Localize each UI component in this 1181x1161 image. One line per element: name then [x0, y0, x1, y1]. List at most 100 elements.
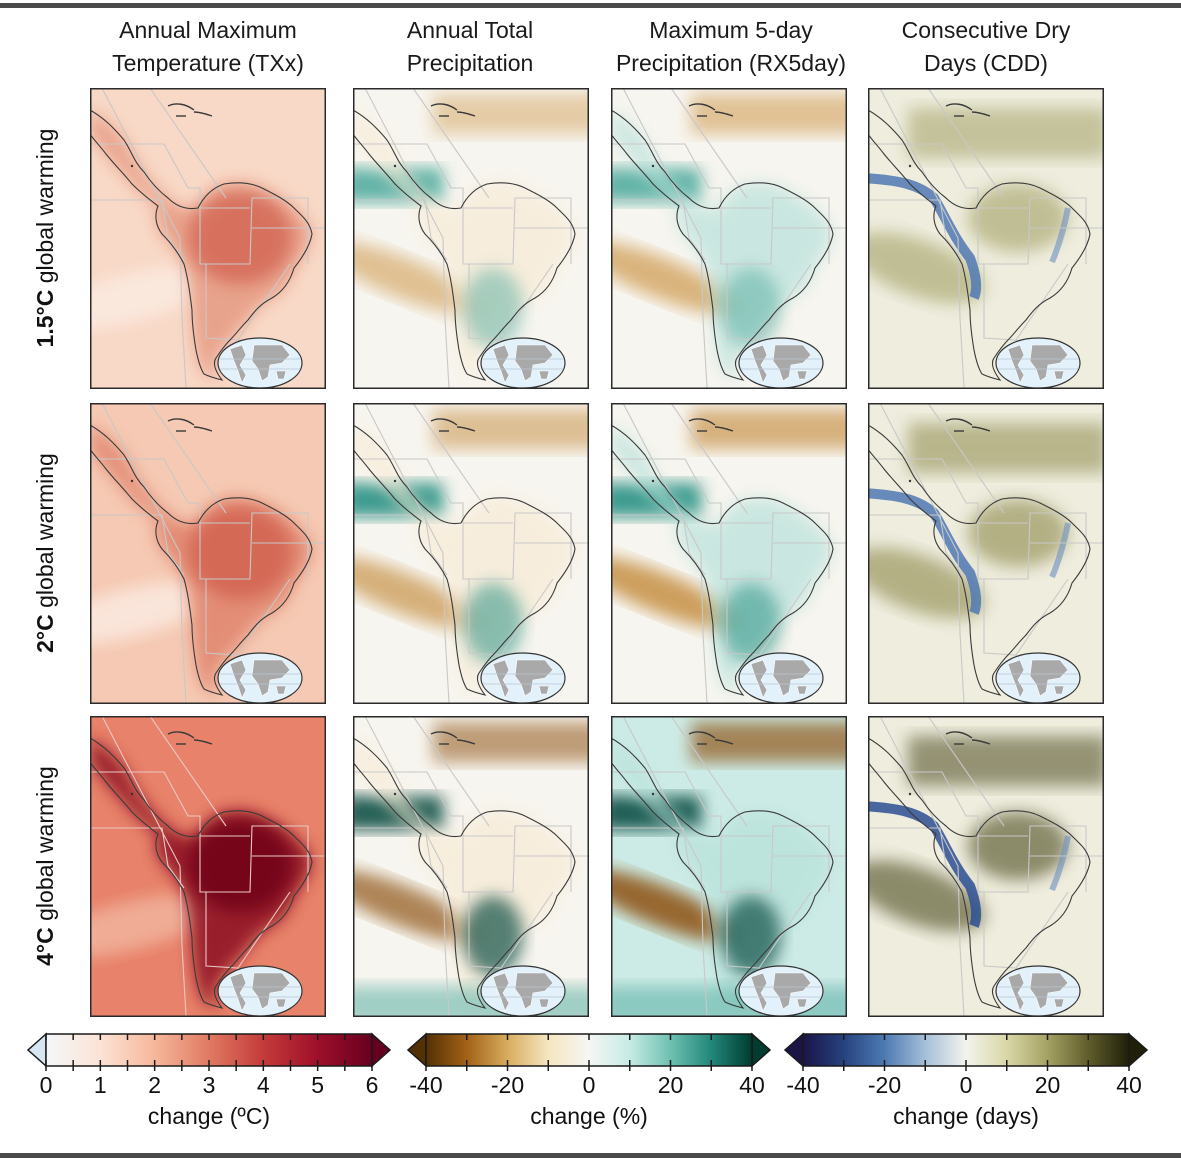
wet-coast-band	[1049, 835, 1071, 892]
map-panel-svg	[611, 88, 847, 389]
wetting-southeast	[721, 268, 781, 348]
row-label-2c: 2°C global warming	[28, 403, 62, 703]
colorbar-tick-label: -20	[867, 1072, 902, 1098]
row-label-text: global warming	[32, 128, 58, 290]
colorbar-tick-label: 0	[582, 1072, 596, 1098]
region-boundary	[927, 403, 1005, 514]
inset-latitude-lines	[998, 358, 1078, 370]
caribbean-islands	[714, 426, 734, 432]
drying-band-north	[691, 722, 847, 762]
caribbean-islands	[430, 731, 458, 739]
caribbean-islands	[688, 418, 716, 426]
region-boundary	[468, 891, 554, 969]
land-field	[353, 738, 575, 1008]
inset-latitude-lines	[220, 358, 300, 370]
row-label-bold: 2°C	[32, 614, 58, 653]
world-inset-icon	[480, 337, 566, 389]
coastline	[90, 737, 313, 1009]
row-label-text: global warming	[32, 453, 58, 615]
inset-continents	[492, 972, 554, 1012]
drying-band-subtropical	[611, 241, 741, 315]
world-inset-icon	[738, 337, 824, 389]
drying-band-north	[433, 722, 589, 762]
coastline	[868, 109, 1091, 381]
caribbean-islands	[688, 731, 716, 739]
colorbar-over-arrow	[751, 1032, 772, 1068]
coastline	[353, 424, 576, 696]
coastline	[353, 737, 576, 1009]
region-boundary	[726, 578, 812, 656]
panel-frame	[611, 716, 847, 1017]
map-panel-svg	[90, 716, 326, 1017]
wet-andes-band	[868, 173, 982, 300]
galapagos-island	[651, 479, 655, 483]
region-boundary	[670, 403, 748, 514]
region-boundary	[353, 827, 448, 889]
region-boundary	[983, 891, 1069, 969]
region-boundary	[927, 88, 1005, 199]
region-boundary	[868, 827, 963, 889]
wet-andes-band	[868, 801, 982, 928]
panel-frame	[868, 716, 1104, 1017]
map-panel	[353, 88, 589, 389]
region-boundary	[879, 88, 965, 389]
land-field	[353, 110, 575, 380]
wetting-southeast	[463, 583, 523, 663]
map-panel	[90, 716, 326, 1017]
caribbean-islands	[971, 111, 991, 117]
region-boundary	[611, 514, 706, 576]
dry-band-north	[908, 423, 1104, 473]
galapagos-island	[393, 164, 397, 168]
land-field	[353, 425, 575, 695]
caribbean-islands	[193, 739, 213, 745]
region-boundary	[412, 403, 490, 514]
region-boundary	[90, 143, 309, 265]
region-boundary	[670, 716, 748, 827]
coastline	[611, 424, 834, 696]
caribbean-islands	[456, 111, 476, 117]
dry-band-subtropical	[868, 860, 985, 932]
drying-band-north	[691, 94, 847, 134]
colorbar-over-arrow	[371, 1032, 392, 1068]
inset-latitude-lines	[220, 986, 300, 998]
dry-band-north	[908, 108, 1104, 158]
region-boundary	[101, 716, 187, 1017]
colorbar-tick-label: 20	[657, 1072, 684, 1098]
column-title-line1: Annual Maximum	[119, 17, 297, 43]
wet-coast-band	[1049, 522, 1071, 579]
row-label-1p5c: 1.5°C global warming	[28, 88, 62, 388]
map-panel-svg	[868, 716, 1104, 1017]
coastline	[90, 109, 313, 381]
colorbar-title: change (%)	[530, 1103, 648, 1129]
colorbar-tick-label: 6	[365, 1072, 379, 1098]
inset-latitude-lines	[220, 673, 300, 685]
region-boundary	[90, 199, 185, 261]
region-boundary	[412, 716, 490, 827]
drying-band-subtropical	[611, 556, 741, 630]
column-title-line2: Precipitation (RX5day)	[615, 50, 847, 76]
land-field	[611, 110, 833, 380]
colorbar-title: change (ºC)	[147, 1103, 271, 1129]
coastline	[90, 424, 313, 696]
caribbean-islands	[971, 739, 991, 745]
column-title-line2: Days (CDD)	[924, 50, 1048, 76]
inset-latitude-lines	[741, 358, 821, 370]
region-boundary	[468, 578, 554, 656]
map-panel-svg	[868, 88, 1104, 389]
inset-latitude-lines	[998, 986, 1078, 998]
region-boundary	[149, 716, 227, 827]
drying-band-subtropical	[611, 869, 741, 943]
galapagos-island	[130, 479, 134, 483]
column-title-line2: Temperature (TXx)	[112, 50, 304, 76]
land-field	[611, 738, 833, 1008]
column-title-txx: Annual Maximum Temperature (TXx)	[83, 14, 333, 80]
colorbar-temperature	[26, 1032, 392, 1072]
region-boundary	[868, 143, 1087, 265]
land-field	[611, 425, 833, 695]
inset-continents	[492, 659, 554, 699]
drying-band-subtropical	[353, 556, 483, 630]
galapagos-island	[130, 792, 134, 796]
caribbean-islands	[714, 111, 734, 117]
region-boundary	[868, 458, 1087, 580]
region-boundary	[611, 458, 830, 580]
